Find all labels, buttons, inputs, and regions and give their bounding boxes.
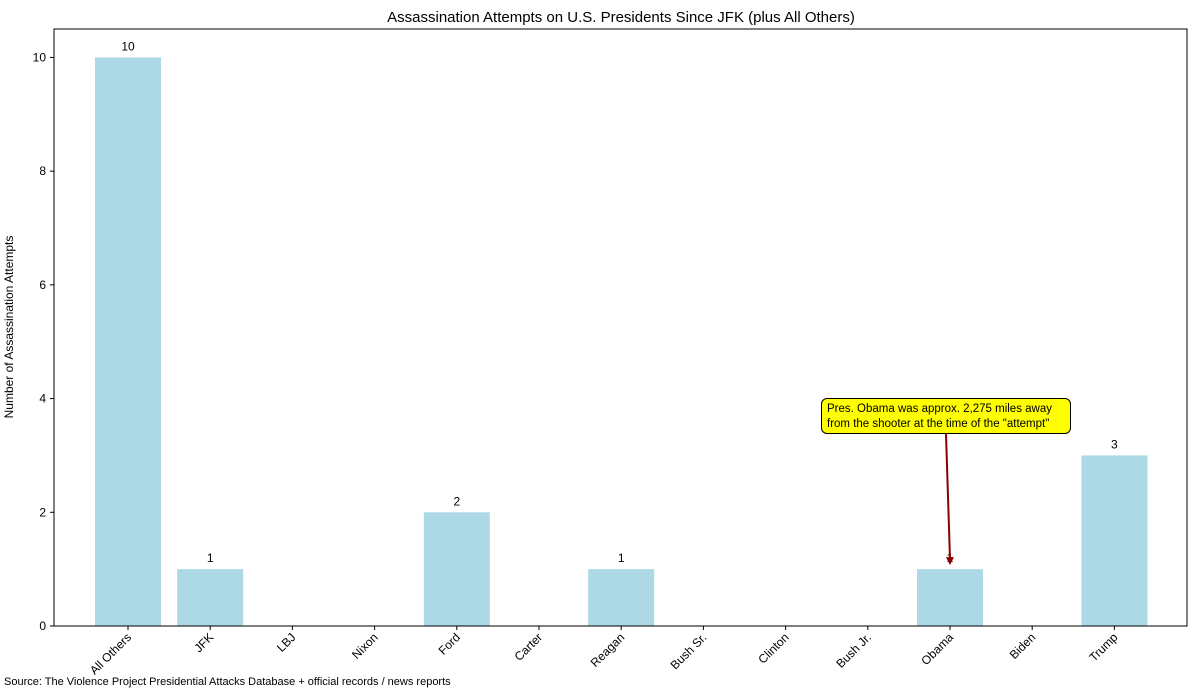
bar-all-others bbox=[95, 57, 161, 626]
bar-trump bbox=[1081, 455, 1148, 626]
y-axis-label: Number of Assassination Attempts bbox=[2, 236, 16, 419]
annotation-line-2: from the shooter at the time of the "att… bbox=[827, 418, 1050, 430]
y-tick-label: 10 bbox=[33, 50, 47, 64]
data-label-reagan: 1 bbox=[618, 551, 625, 565]
x-tick-label-reagan: Reagan bbox=[588, 630, 628, 670]
y-tick-label: 4 bbox=[39, 392, 46, 406]
bar-obama bbox=[917, 569, 983, 626]
y-tick-label: 6 bbox=[39, 278, 46, 292]
annotation-arrowhead bbox=[946, 557, 954, 566]
x-tick-label-ford: Ford bbox=[436, 630, 463, 657]
y-tick-label: 8 bbox=[39, 164, 46, 178]
y-tick-label: 0 bbox=[39, 619, 46, 633]
x-tick-label-bush-sr: Bush Sr. bbox=[668, 630, 710, 672]
x-tick-label-lbj: LBJ bbox=[274, 630, 299, 655]
chart-title: Assassination Attempts on U.S. President… bbox=[387, 9, 855, 26]
x-tick-label-clinton: Clinton bbox=[755, 630, 791, 666]
x-tick-label-nixon: Nixon bbox=[349, 630, 381, 662]
data-label-trump: 3 bbox=[1111, 437, 1118, 451]
x-tick-label-biden: Biden bbox=[1007, 630, 1039, 662]
obama-annotation: Pres. Obama was approx. 2,275 miles away… bbox=[821, 398, 1071, 434]
plot-frame bbox=[53, 28, 1188, 627]
x-tick-label-jfk: JFK bbox=[191, 630, 216, 655]
x-tick-label-bush-jr: Bush Jr. bbox=[833, 630, 874, 671]
bar-jfk bbox=[177, 569, 244, 626]
y-tick-label: 2 bbox=[39, 505, 46, 519]
bar-reagan bbox=[588, 569, 655, 626]
x-tick-label-trump: Trump bbox=[1086, 630, 1120, 664]
annotation-arrow bbox=[945, 433, 951, 560]
data-label-ford: 2 bbox=[453, 494, 460, 508]
source-note: Source: The Violence Project Presidentia… bbox=[4, 676, 451, 688]
data-label-jfk: 1 bbox=[207, 551, 214, 565]
x-tick-label-carter: Carter bbox=[512, 630, 545, 663]
x-tick-label-all-others: All Others bbox=[87, 630, 134, 677]
bar-ford bbox=[423, 512, 490, 626]
x-tick-label-obama: Obama bbox=[918, 630, 956, 668]
data-label-all-others: 10 bbox=[121, 39, 135, 53]
annotation-line-1: Pres. Obama was approx. 2,275 miles away bbox=[827, 403, 1052, 415]
